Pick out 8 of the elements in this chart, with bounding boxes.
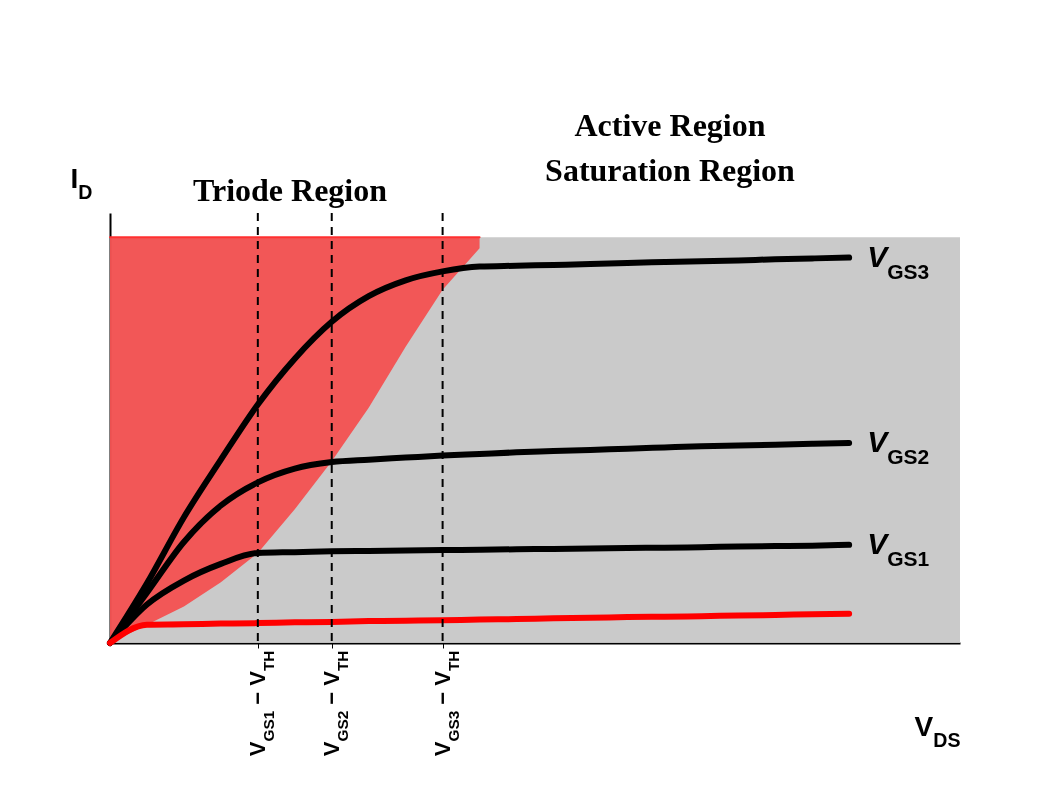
text: Active Region [574,107,766,143]
text: Saturation Region [545,152,796,188]
x-axis-title: V$_{DS}$ [914,710,961,751]
text: Triode Region [192,172,388,208]
series-label: V$_{GS2}$ [867,425,930,468]
y-axis-title: I$_{D}$ [70,162,93,203]
series-label: V$_{GS3}$ [867,239,930,283]
series-label: V$_{GS1}$ [867,526,930,570]
